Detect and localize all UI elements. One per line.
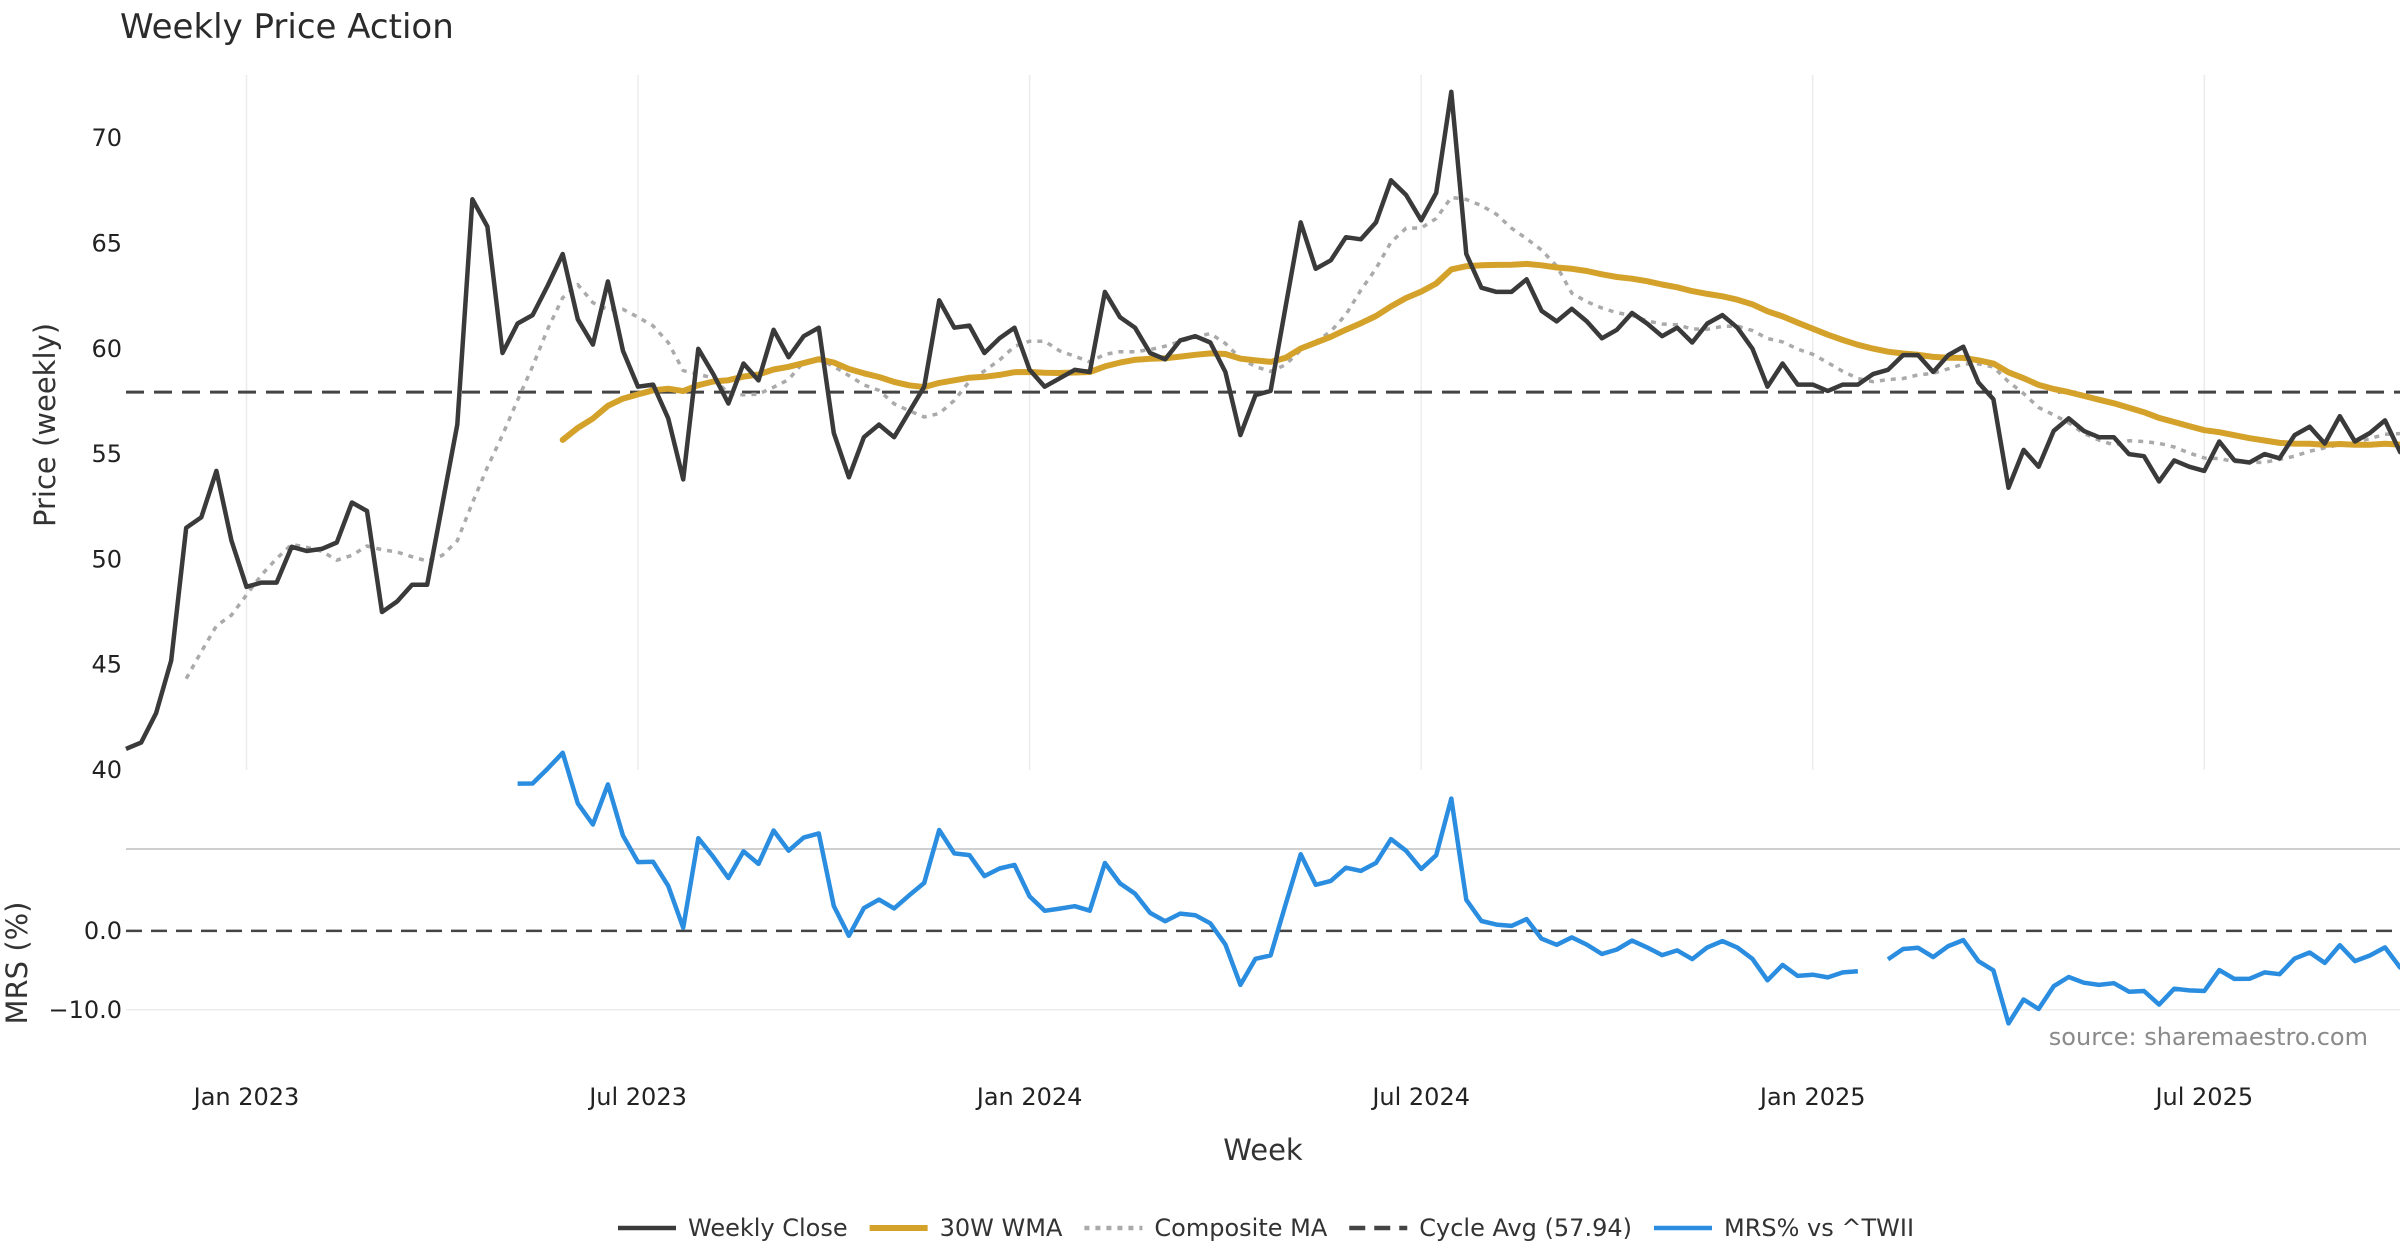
mrs-y-ticks: 0.0 −10.0 xyxy=(48,917,122,1024)
mrs-series-group xyxy=(517,750,2400,1026)
price-panel-grid xyxy=(245,75,2206,770)
price-y-tick-40: 40 xyxy=(91,756,122,784)
price-y-tick-60: 60 xyxy=(91,335,122,363)
legend-item-mrs: MRS% vs ^TWII xyxy=(1653,1214,1914,1242)
price-y-ticks: 40 45 50 55 60 65 70 xyxy=(91,124,122,784)
legend-label-wma: 30W WMA xyxy=(940,1214,1063,1242)
x-tick-5: Jul 2025 xyxy=(2153,1083,2253,1111)
price-y-tick-45: 45 xyxy=(91,651,122,679)
mrs-panel-grid xyxy=(126,929,2400,1011)
mrs-y-tick-0: 0.0 xyxy=(84,917,122,945)
x-axis-label: Week xyxy=(1223,1133,1303,1167)
chart-title: Weekly Price Action xyxy=(120,7,454,47)
price-y-tick-70: 70 xyxy=(91,124,122,152)
price-y-axis-label: Price (weekly) xyxy=(28,323,62,527)
source-annotation: source: sharemaestro.com xyxy=(2049,1023,2368,1051)
legend-item-composite: Composite MA xyxy=(1084,1214,1328,1242)
weekly-close-line xyxy=(125,89,2400,751)
legend-label-mrs: MRS% vs ^TWII xyxy=(1724,1214,1914,1242)
legend-item-close: Weekly Close xyxy=(618,1214,848,1242)
x-tick-2: Jan 2024 xyxy=(975,1083,1083,1111)
legend-item-wma: 30W WMA xyxy=(869,1214,1063,1242)
x-tick-3: Jul 2024 xyxy=(1370,1083,1470,1111)
x-ticks: Jan 2023 Jul 2023 Jan 2024 Jul 2024 Jan 2025… xyxy=(192,1083,2253,1111)
price-series-group xyxy=(125,89,2400,751)
legend-item-cycle: Cycle Avg (57.94) xyxy=(1349,1214,1632,1242)
legend-label-close: Weekly Close xyxy=(688,1214,848,1242)
x-tick-4: Jan 2025 xyxy=(1758,1083,1866,1111)
mrs-y-tick-1: −10.0 xyxy=(48,996,122,1024)
wma-30w-line xyxy=(559,260,2400,448)
price-y-tick-65: 65 xyxy=(91,229,122,257)
price-y-tick-55: 55 xyxy=(91,440,122,468)
mrs-line xyxy=(517,750,2400,1026)
legend-label-composite: Composite MA xyxy=(1154,1214,1327,1242)
legend-label-cycle: Cycle Avg (57.94) xyxy=(1419,1214,1632,1242)
mrs-y-axis-label: MRS (%) xyxy=(0,902,34,1025)
price-y-tick-50: 50 xyxy=(91,545,122,573)
x-tick-1: Jul 2023 xyxy=(587,1083,687,1111)
legend: Weekly Close 30W WMA Composite MA Cycle Avg… xyxy=(618,1214,1914,1242)
x-tick-0: Jan 2023 xyxy=(192,1083,300,1111)
